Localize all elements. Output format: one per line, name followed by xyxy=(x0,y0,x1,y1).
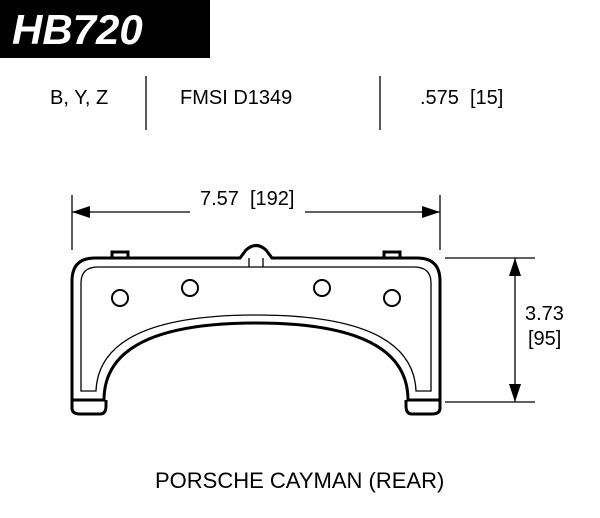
compounds-text: B, Y, Z xyxy=(50,87,108,109)
width-in: 7.57 xyxy=(200,188,239,210)
height-mm: [95] xyxy=(528,328,561,350)
thickness-group: .575 [15] xyxy=(420,87,503,109)
height-dimension: 3.73 [95] xyxy=(445,258,564,402)
width-dimension: 7.57 [192] xyxy=(72,188,440,250)
diagram-canvas: HB720 B, Y, Z FMSI D1349 .575 [15] 7.57 … xyxy=(0,0,600,518)
thickness-mm: [15] xyxy=(470,87,503,109)
fmsi-text: FMSI D1349 xyxy=(180,87,292,109)
thickness-in: .575 xyxy=(420,87,459,109)
brake-pad-shape xyxy=(72,246,440,415)
part-number: HB720 xyxy=(12,6,143,53)
height-in: 3.73 xyxy=(525,303,564,325)
width-mm: [192] xyxy=(250,188,294,210)
application-text: PORSCHE CAYMAN (REAR) xyxy=(155,468,444,493)
